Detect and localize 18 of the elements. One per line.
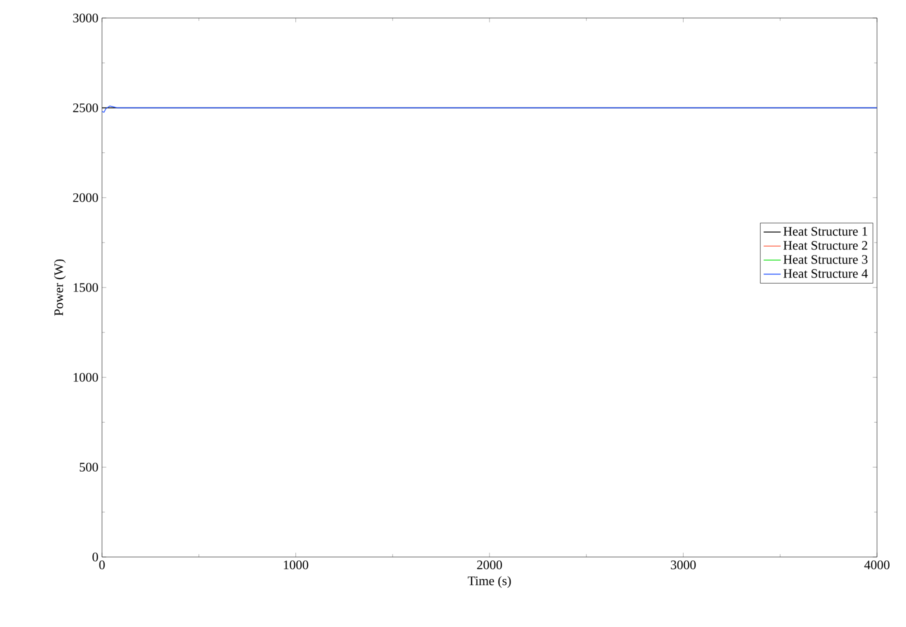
legend-label: Heat Structure 4: [783, 269, 868, 278]
x-tick-label: 2000: [477, 560, 502, 570]
x-tick-label: 3000: [670, 560, 696, 570]
x-tick-label: 0: [99, 560, 105, 570]
legend-label: Heat Structure 1: [783, 227, 868, 236]
legend-label: Heat Structure 2: [783, 241, 868, 250]
y-tick-label: 1000: [74, 372, 98, 382]
y-tick-label: 500: [80, 462, 98, 472]
y-tick-label: 2000: [73, 193, 98, 202]
y-tick-label: 3000: [73, 14, 98, 22]
legend-label: Heat Structure 3: [783, 255, 868, 264]
x-axis-title: Time (s): [468, 576, 511, 588]
y-axis-title: Power (W): [54, 259, 66, 316]
x-tick-label: 1000: [284, 560, 308, 570]
y-tick-label: 1500: [74, 283, 98, 292]
y-tick-label: 2500: [73, 103, 98, 112]
y-tick-label: 0: [92, 552, 98, 562]
x-tick-label: 4000: [864, 560, 890, 570]
